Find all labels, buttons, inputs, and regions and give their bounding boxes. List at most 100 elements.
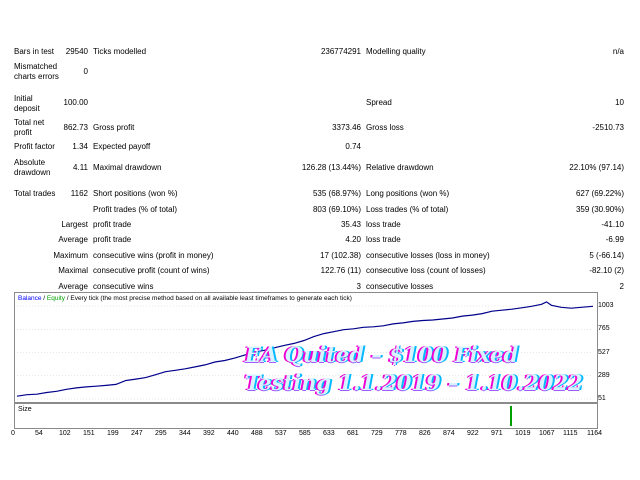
x-tick-label: 54 [35, 430, 43, 437]
chart-legend: Balance / Equity / Every tick (the most … [18, 295, 352, 302]
label-ticks-modelled: Ticks modelled [93, 47, 147, 56]
value-modelling-quality: n/a [612, 47, 624, 56]
label-average: Average [58, 235, 88, 244]
label-max-consec-losses: consecutive losses (loss in money) [366, 251, 490, 260]
value-largest-loss: -41.10 [601, 220, 624, 229]
label-gross-loss: Gross loss [366, 123, 404, 132]
value-spread: 10 [615, 98, 624, 107]
watermark-line-1: EA Quited – $100 Fixed [245, 342, 519, 367]
x-tick-label: 874 [443, 430, 455, 437]
label-short-positions: Short positions (won %) [93, 189, 178, 198]
x-tick-label: 826 [419, 430, 431, 437]
label-maximal: Maximal [58, 266, 88, 275]
x-tick-label: 392 [203, 430, 215, 437]
label-maximal-consec-loss: consecutive loss (count of losses) [366, 266, 486, 275]
value-gross-loss: -2510.73 [592, 123, 624, 132]
x-tick-label: 488 [251, 430, 263, 437]
value-short-positions: 535 (68.97%) [312, 189, 361, 198]
balance-chart-svg [16, 301, 594, 400]
y-tick-label: 765 [598, 325, 610, 333]
label-average-consec: Average [58, 282, 88, 291]
x-tick-label: 0 [11, 430, 15, 437]
value-long-positions: 627 (69.22%) [575, 189, 624, 198]
y-tick-label: 527 [598, 348, 610, 356]
legend-separator: / [41, 295, 47, 302]
value-average-profit: 4.20 [345, 235, 361, 244]
value-relative-drawdown: 22.10% (97.14) [569, 163, 624, 172]
size-bar [510, 406, 512, 426]
value-total-net-profit: 862.73 [63, 123, 88, 132]
label-average-loss: loss trade [366, 235, 401, 244]
x-tick-label: 151 [83, 430, 95, 437]
label-mismatched: Mismatched charts errors [14, 62, 59, 81]
label-gross-profit: Gross profit [93, 123, 135, 132]
x-tick-label: 729 [371, 430, 383, 437]
balance-line [16, 301, 594, 397]
label-maximum: Maximum [53, 251, 88, 260]
value-maximal-consec-profit: 122.76 (11) [320, 266, 361, 275]
label-long-positions: Long positions (won %) [366, 189, 450, 198]
x-axis-labels: 0 54 102 151 199 247 295 344 392 440 488 537 585 633 6… [0, 430, 640, 442]
label-maximal-drawdown: Maximal drawdown [93, 163, 162, 172]
value-ticks-modelled: 236774291 [320, 47, 361, 56]
value-max-consec-wins: 17 (102.38) [320, 251, 361, 260]
label-total-trades: Total trades [14, 189, 56, 198]
x-tick-label: 585 [299, 430, 311, 437]
x-tick-label: 440 [227, 430, 239, 437]
label-modelling-quality: Modelling quality [366, 47, 426, 56]
x-tick-label: 681 [347, 430, 359, 437]
size-panel: Size [14, 403, 598, 429]
x-tick-label: 1164 [587, 430, 603, 437]
x-tick-label: 922 [467, 430, 479, 437]
value-average-loss: -6.99 [605, 235, 624, 244]
value-mismatched: 0 [83, 67, 88, 76]
label-expected-payoff: Expected payoff [93, 142, 151, 151]
value-largest-profit: 35.43 [340, 220, 361, 229]
y-tick-label: 289 [598, 371, 610, 379]
label-maximal-consec-profit: consecutive profit (count of wins) [93, 266, 210, 275]
label-largest: Largest [61, 220, 88, 229]
value-avg-consec-wins: 3 [356, 282, 361, 291]
value-max-consec-losses: 5 (-66.14) [589, 251, 624, 260]
value-bars-in-test: 29540 [65, 47, 88, 56]
x-tick-label: 295 [155, 430, 167, 437]
y-tick-label: 51 [598, 395, 606, 402]
x-tick-label: 537 [275, 430, 287, 437]
y-tick-label: 1003 [598, 302, 614, 309]
legend-description: / Every tick (the most precise method ba… [65, 295, 352, 302]
legend-equity: Equity [46, 295, 65, 302]
label-profit-factor: Profit factor [14, 142, 55, 151]
value-absolute-drawdown: 4.11 [73, 163, 88, 172]
x-tick-label: 102 [59, 430, 71, 437]
x-tick-label: 1067 [539, 430, 555, 437]
x-tick-label: 633 [323, 430, 335, 437]
x-tick-label: 247 [131, 430, 143, 437]
label-loss-trades: Loss trades (% of total) [366, 205, 449, 214]
value-avg-consec-losses: 2 [619, 282, 624, 291]
x-tick-label: 778 [395, 430, 407, 437]
value-maximal-consec-loss: -82.10 (2) [589, 266, 624, 275]
value-loss-trades: 359 (30.90%) [575, 205, 624, 214]
watermark-line-2: Testing 1.1.2019 – 1.10.2022 [245, 370, 583, 395]
report-table: Bars in test 29540 Ticks modelled 236774… [14, 47, 624, 291]
label-average-profit: profit trade [93, 235, 132, 244]
value-profit-factor: 1.34 [72, 142, 88, 151]
label-avg-consec-losses: consecutive losses [366, 282, 434, 291]
label-profit-trades: Profit trades (% of total) [93, 205, 178, 214]
x-tick-label: 199 [107, 430, 119, 437]
label-spread: Spread [366, 98, 392, 107]
x-tick-label: 344 [179, 430, 191, 437]
x-tick-label: 971 [491, 430, 503, 437]
label-relative-drawdown: Relative drawdown [366, 163, 434, 172]
value-profit-trades: 803 (69.10%) [312, 205, 361, 214]
label-total-net-profit: Total net profit [14, 118, 45, 137]
legend-balance: Balance [18, 295, 42, 302]
x-tick-label: 1115 [563, 430, 578, 437]
value-gross-profit: 3373.46 [332, 123, 361, 132]
label-avg-consec-wins: consecutive wins [93, 282, 154, 291]
label-initial-deposit: Initial deposit [14, 94, 40, 113]
x-tick-label: 1019 [515, 430, 531, 437]
size-label: Size [18, 406, 32, 413]
label-absolute-drawdown: Absolute drawdown [14, 158, 51, 177]
label-bars-in-test: Bars in test [14, 47, 55, 56]
